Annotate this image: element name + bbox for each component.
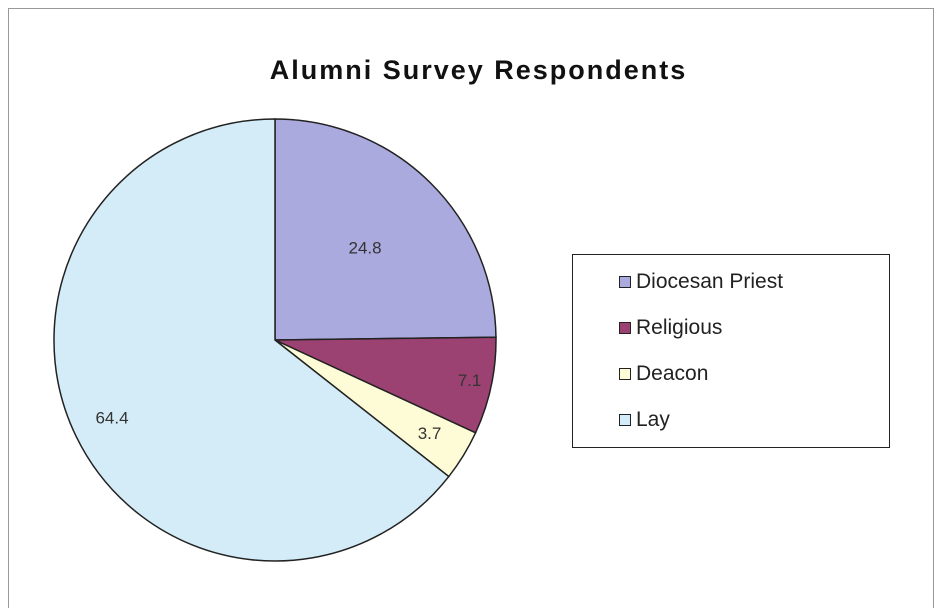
data-label-religious: 7.1 <box>458 371 482 390</box>
pie-slices <box>53 118 497 562</box>
legend-label-deacon: Deacon <box>636 362 709 385</box>
legend-item-religious: Religious <box>619 313 722 343</box>
legend-label-lay: Lay <box>636 408 670 431</box>
legend-swatch-lay <box>619 414 631 426</box>
legend-swatch-deacon <box>619 368 631 380</box>
legend-swatch-religious <box>619 322 631 334</box>
pie-slice-lay <box>53 118 450 562</box>
data-label-deacon: 3.7 <box>418 424 442 443</box>
legend-item-lay: Lay <box>619 405 670 435</box>
data-label-lay: 64.4 <box>95 409 128 428</box>
legend-label-religious: Religious <box>636 316 723 339</box>
legend-swatch-diocesan-priest <box>619 276 631 288</box>
data-label-diocesan-priest: 24.8 <box>349 238 382 257</box>
chart-title: Alumni Survey Respondents <box>269 55 688 85</box>
legend-item-deacon: Deacon <box>619 359 708 389</box>
legend-label-diocesan-priest: Diocesan Priest <box>636 270 784 293</box>
pie-slice-diocesan-priest <box>274 118 497 341</box>
legend: Diocesan Priest Religious Deacon Lay <box>572 254 890 448</box>
pie-data-labels: 24.8 7.1 3.7 64.4 <box>95 238 481 443</box>
legend-item-diocesan-priest: Diocesan Priest <box>619 267 783 297</box>
